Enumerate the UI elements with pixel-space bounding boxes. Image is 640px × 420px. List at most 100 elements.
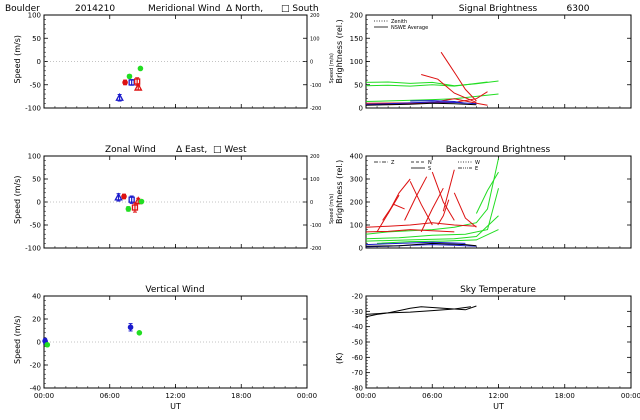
- data-point: [122, 79, 128, 86]
- y-axis-label: Brightness (rel.): [335, 160, 344, 224]
- x-tick-label: 12:00: [165, 392, 185, 400]
- x-tick-label: 18:00: [555, 392, 575, 400]
- chart-title: Background Brightness: [446, 145, 551, 155]
- data-point: [137, 65, 144, 72]
- y-tick-label: 300: [350, 176, 363, 184]
- y-tick-label: -30: [352, 308, 363, 316]
- series-line-green: [365, 188, 499, 240]
- data-point: [114, 192, 123, 201]
- y-tick-label: 200: [350, 12, 363, 20]
- x-tick-label: 06:00: [422, 392, 442, 400]
- y-right-tick-label: -100: [310, 223, 321, 229]
- panel-background: Background Brightness 0 100 200 300 400 Bright…: [335, 145, 632, 253]
- data-point: [128, 196, 135, 203]
- y-tick-label: -100: [25, 105, 41, 113]
- y-tick-label: -40: [352, 323, 363, 331]
- x-axis-label: UT: [493, 402, 504, 411]
- plot-frame: [365, 295, 632, 389]
- x-tick-label: 06:00: [100, 392, 120, 400]
- y-right-tick-label: -200: [310, 106, 321, 112]
- x-tick-label: 00:00: [34, 392, 54, 400]
- y-tick-label: -50: [30, 222, 41, 230]
- y-right-axis-label: Speed (m/s): [329, 194, 335, 224]
- y-tick-label: 20: [32, 316, 41, 324]
- data-point: [121, 193, 127, 200]
- y-right-tick-label: 200: [310, 13, 320, 19]
- y-tick-label: -20: [352, 293, 363, 301]
- series-line-red: [431, 171, 455, 221]
- y-tick-label: 400: [350, 153, 363, 161]
- chart-title: 6300: [567, 4, 590, 14]
- y-right-tick-label: 200: [310, 154, 320, 160]
- chart-title: 2014210: [75, 4, 115, 14]
- chart-title: Δ North,: [226, 4, 263, 14]
- series-line-green: [376, 229, 499, 244]
- y-tick-label: -40: [30, 385, 41, 393]
- chart-title: Sky Temperature: [460, 285, 536, 295]
- series-line-green: [365, 81, 488, 87]
- series-line-black: [365, 242, 477, 247]
- series-line-green: [365, 158, 499, 235]
- y-tick-label: 100: [350, 58, 363, 66]
- series-line-blue: [365, 101, 477, 105]
- panel-signal: Signal Brightness 6300 0 50 100 150 200 Brightn…: [335, 4, 632, 113]
- data-point: [44, 341, 51, 348]
- y-tick-label: 0: [359, 105, 363, 113]
- y-right-tick-label: -200: [310, 246, 321, 252]
- panel-vertical: Vertical Wind -40 -20 0 20 40 00:00 06:00 12:00 1…: [13, 285, 317, 411]
- y-tick-label: 150: [350, 35, 363, 43]
- chart-title: □ West: [213, 145, 247, 155]
- y-right-axis-label: Speed (m/s): [329, 53, 335, 83]
- chart-title: Vertical Wind: [145, 285, 204, 295]
- series-line-red: [453, 192, 477, 228]
- data-point: [127, 324, 134, 331]
- series-line-black: [365, 306, 471, 315]
- y-axis-label: Speed (m/s): [13, 315, 22, 364]
- legend-label: W: [475, 160, 480, 166]
- x-axis-label: UT: [170, 402, 181, 411]
- y-tick-label: -50: [30, 81, 41, 89]
- y-tick-label: 100: [350, 222, 363, 230]
- series-line-red: [442, 169, 455, 212]
- data-point: [126, 73, 133, 80]
- y-axis-label: (K): [335, 353, 344, 365]
- data-point: [133, 82, 143, 91]
- series-line-blue: [410, 100, 466, 104]
- data-point: [136, 330, 143, 336]
- panel-skytemp: Sky Temperature -80 -70 -60 -50 -40 -30 -20 00:0…: [335, 285, 640, 411]
- data-point: [115, 92, 124, 101]
- series-line-red: [437, 199, 450, 226]
- legend-label: E: [475, 166, 478, 172]
- chart-title: Signal Brightness: [459, 4, 538, 14]
- data-point: [138, 198, 145, 205]
- x-tick-label: 00:00: [621, 392, 640, 400]
- y-tick-label: -100: [25, 245, 41, 253]
- y-tick-label: 0: [37, 339, 41, 347]
- series-line-red: [440, 51, 477, 102]
- y-tick-label: 50: [32, 35, 41, 43]
- legend-label: NSWE Average: [391, 25, 428, 31]
- y-tick-label: 50: [354, 81, 363, 89]
- series-line-red: [404, 176, 428, 221]
- chart-title: Δ East,: [176, 145, 207, 155]
- y-tick-label: 0: [37, 58, 41, 66]
- y-right-tick-label: 0: [310, 60, 313, 66]
- y-right-tick-label: 0: [310, 200, 313, 206]
- chart-title: □ South: [281, 4, 319, 14]
- x-tick-label: 00:00: [297, 392, 317, 400]
- series-line-green: [475, 171, 499, 214]
- y-tick-label: 40: [32, 293, 41, 301]
- y-tick-label: 0: [359, 245, 363, 253]
- y-tick-label: -80: [352, 385, 363, 393]
- y-tick-label: -70: [352, 369, 363, 377]
- data-point: [133, 78, 141, 85]
- y-right-tick-label: -100: [310, 83, 321, 89]
- x-tick-label: 12:00: [488, 392, 508, 400]
- series-line-green: [365, 215, 499, 242]
- panel-zonal: Zonal Wind Δ East, □ West -100 -50 0 50 100 -200…: [13, 145, 335, 253]
- y-tick-label: 100: [28, 153, 41, 161]
- y-right-tick-label: 100: [310, 36, 320, 42]
- series-line-red: [420, 187, 444, 233]
- series-line-red: [382, 203, 405, 221]
